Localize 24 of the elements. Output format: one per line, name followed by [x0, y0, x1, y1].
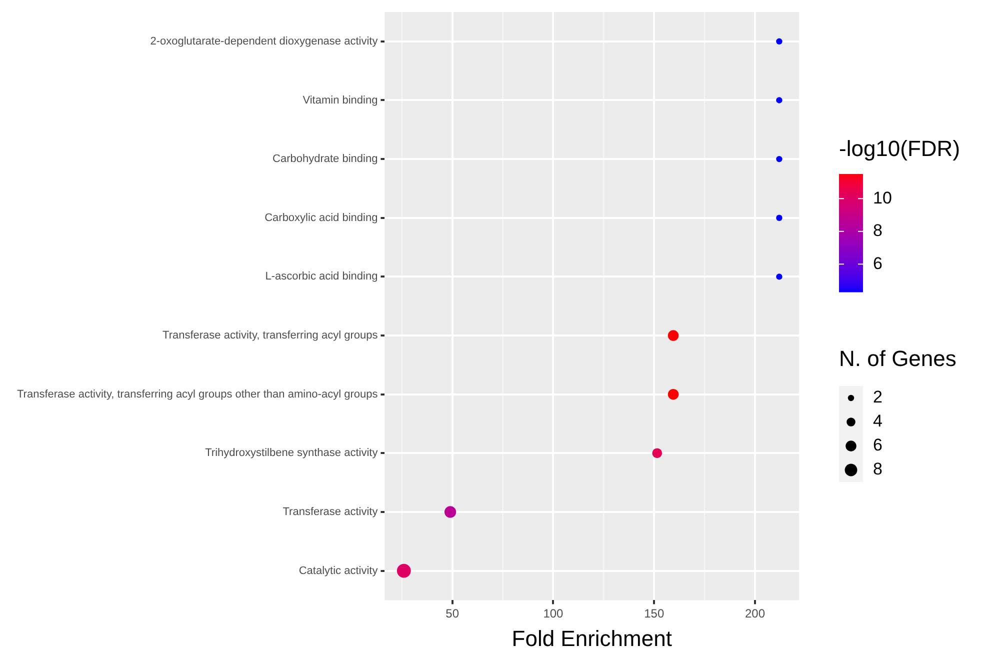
- x-tick-label: 150: [644, 606, 664, 621]
- y-tick-label: 2-oxoglutarate-dependent dioxygenase activity: [150, 35, 378, 48]
- legend-label: 6: [873, 436, 882, 455]
- y-tick-label: Transferase activity, transferring acyl groups: [162, 330, 378, 342]
- x-tick-label: 100: [543, 606, 564, 621]
- y-tick-label: Catalytic activity: [298, 564, 378, 577]
- x-axis-title: Fold Enrichment: [512, 626, 672, 651]
- color-bar-label: 10: [873, 188, 892, 208]
- y-tick-label: Carbohydrate binding: [272, 153, 378, 166]
- x-tick-label: 200: [744, 606, 766, 621]
- y-tick-label: Vitamin binding: [302, 94, 378, 106]
- legend-label: 4: [873, 412, 882, 431]
- color-bar-label: 6: [873, 254, 882, 273]
- legend-title: N. of Genes: [839, 346, 956, 372]
- color-bar-title: -log10(FDR): [839, 136, 960, 162]
- y-tick-label: L-ascorbic acid binding: [265, 270, 378, 283]
- legend-label: 8: [873, 460, 882, 479]
- x-tick-label: 50: [446, 606, 460, 621]
- color-bar-label: 8: [873, 221, 882, 240]
- y-tick-label: Trihydroxystilbene synthase activity: [205, 447, 378, 460]
- y-tick-label: Carboxylic acid binding: [264, 212, 378, 224]
- y-tick-label: Transferase activity, transferring acyl groups other than amino-acyl groups: [17, 388, 378, 400]
- y-tick-label: Transferase activity: [282, 506, 378, 518]
- legend-label: 2: [873, 388, 882, 407]
